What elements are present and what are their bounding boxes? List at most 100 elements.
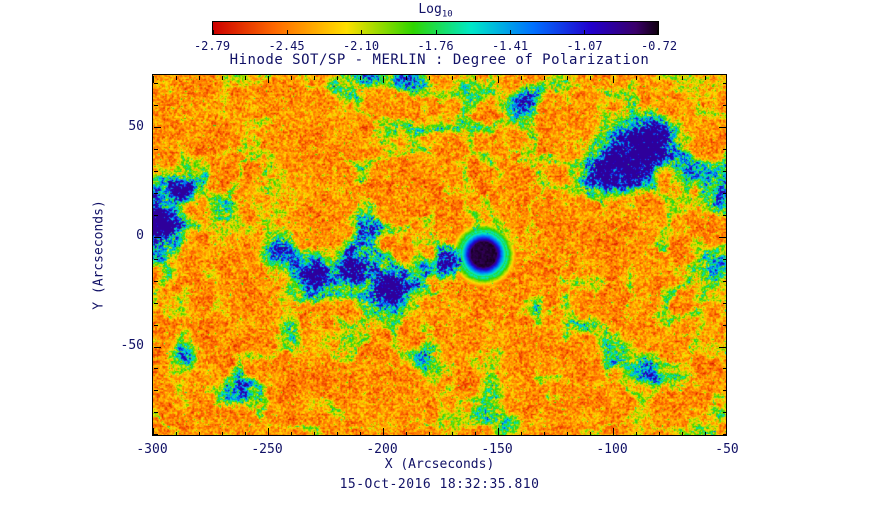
axis-tick <box>451 76 453 80</box>
colorbar-tick-label: -2.10 <box>342 39 380 53</box>
axis-tick <box>723 105 727 107</box>
axis-tick <box>723 302 727 304</box>
x-axis-label: X (Arcseconds) <box>384 457 495 472</box>
axis-tick <box>723 368 727 370</box>
colorbar <box>212 21 659 35</box>
colorbar-tick <box>287 30 289 34</box>
x-tick-label: -50 <box>715 442 739 457</box>
colorbar-tick <box>361 30 363 34</box>
axis-tick <box>154 83 158 85</box>
axis-tick <box>154 302 158 304</box>
axis-tick <box>723 258 727 260</box>
heatmap-image <box>152 74 727 436</box>
axis-tick <box>154 324 158 326</box>
axis-tick <box>428 76 430 80</box>
axis-tick <box>428 432 430 436</box>
axis-tick <box>723 280 727 282</box>
axis-tick <box>635 432 637 436</box>
axis-tick <box>175 432 177 436</box>
x-tick-label: -150 <box>481 442 513 457</box>
axis-tick <box>589 76 591 80</box>
axis-tick <box>681 76 683 80</box>
axis-tick <box>154 149 158 151</box>
colorbar-tick <box>213 30 214 34</box>
colorbar-tick <box>657 30 658 34</box>
plot-title: Hinode SOT/SP - MERLIN : Degree of Polar… <box>229 52 650 68</box>
colorbar-tick <box>435 30 437 34</box>
axis-tick <box>153 428 154 435</box>
axis-tick <box>520 76 522 80</box>
axis-tick <box>719 127 726 129</box>
axis-tick <box>154 192 158 194</box>
axis-tick <box>244 76 246 80</box>
axis-tick <box>474 432 476 436</box>
y-axis-label: Y (Arcseconds) <box>91 200 107 310</box>
axis-tick <box>635 76 637 80</box>
colorbar-title-text: Log <box>418 2 442 17</box>
axis-tick <box>198 432 200 436</box>
axis-tick <box>612 76 614 83</box>
axis-tick <box>154 390 158 392</box>
axis-tick <box>154 346 161 348</box>
axis-tick <box>723 324 727 326</box>
axis-box <box>152 74 727 436</box>
axis-tick <box>658 76 660 80</box>
axis-tick <box>154 368 158 370</box>
axis-tick <box>566 432 568 436</box>
axis-tick <box>198 76 200 80</box>
axis-tick <box>681 432 683 436</box>
timestamp: 15-Oct-2016 18:32:35.810 <box>339 477 540 492</box>
colorbar-tick-label: -1.41 <box>491 39 529 53</box>
axis-tick <box>719 236 726 238</box>
axis-tick <box>290 76 292 80</box>
colorbar-tick-label: -2.45 <box>268 39 305 53</box>
colorbar-tick-label: -2.79 <box>193 39 231 53</box>
axis-tick <box>313 76 315 80</box>
axis-tick <box>497 76 499 83</box>
axis-tick <box>359 432 361 436</box>
axis-tick <box>244 432 246 436</box>
axis-tick <box>474 76 476 80</box>
colorbar-tick <box>583 30 585 34</box>
axis-tick <box>154 280 158 282</box>
y-tick-label: 50 <box>128 118 144 134</box>
axis-tick <box>543 432 545 436</box>
axis-tick <box>719 346 726 348</box>
axis-tick <box>154 258 158 260</box>
axis-tick <box>723 412 727 414</box>
axis-tick <box>566 76 568 80</box>
axis-tick <box>336 432 338 436</box>
x-tick-label: -250 <box>251 442 283 457</box>
axis-tick <box>154 171 158 173</box>
colorbar-tick <box>509 30 511 34</box>
axis-tick <box>589 432 591 436</box>
axis-tick <box>382 76 384 83</box>
axis-tick <box>726 428 727 435</box>
x-tick-label: -100 <box>596 442 628 457</box>
x-tick-label: -300 <box>136 442 168 457</box>
axis-tick <box>267 76 269 83</box>
axis-tick <box>704 76 706 80</box>
y-tick-label: -50 <box>120 338 144 354</box>
axis-tick <box>154 214 158 216</box>
axis-tick <box>704 432 706 436</box>
axis-tick <box>290 432 292 436</box>
axis-tick <box>154 127 161 129</box>
axis-tick <box>359 76 361 80</box>
axis-tick <box>153 76 154 83</box>
axis-tick <box>723 192 727 194</box>
axis-tick <box>723 390 727 392</box>
axis-tick <box>543 76 545 80</box>
axis-tick <box>336 76 338 80</box>
axis-tick <box>723 171 727 173</box>
y-tick-label: 0 <box>136 228 144 244</box>
axis-tick <box>723 83 727 85</box>
axis-tick <box>520 432 522 436</box>
colorbar-title-subscript: 10 <box>441 9 453 20</box>
axis-tick <box>221 432 223 436</box>
axis-tick <box>405 432 407 436</box>
axis-tick <box>175 76 177 80</box>
axis-tick <box>313 432 315 436</box>
axis-tick <box>154 236 161 238</box>
